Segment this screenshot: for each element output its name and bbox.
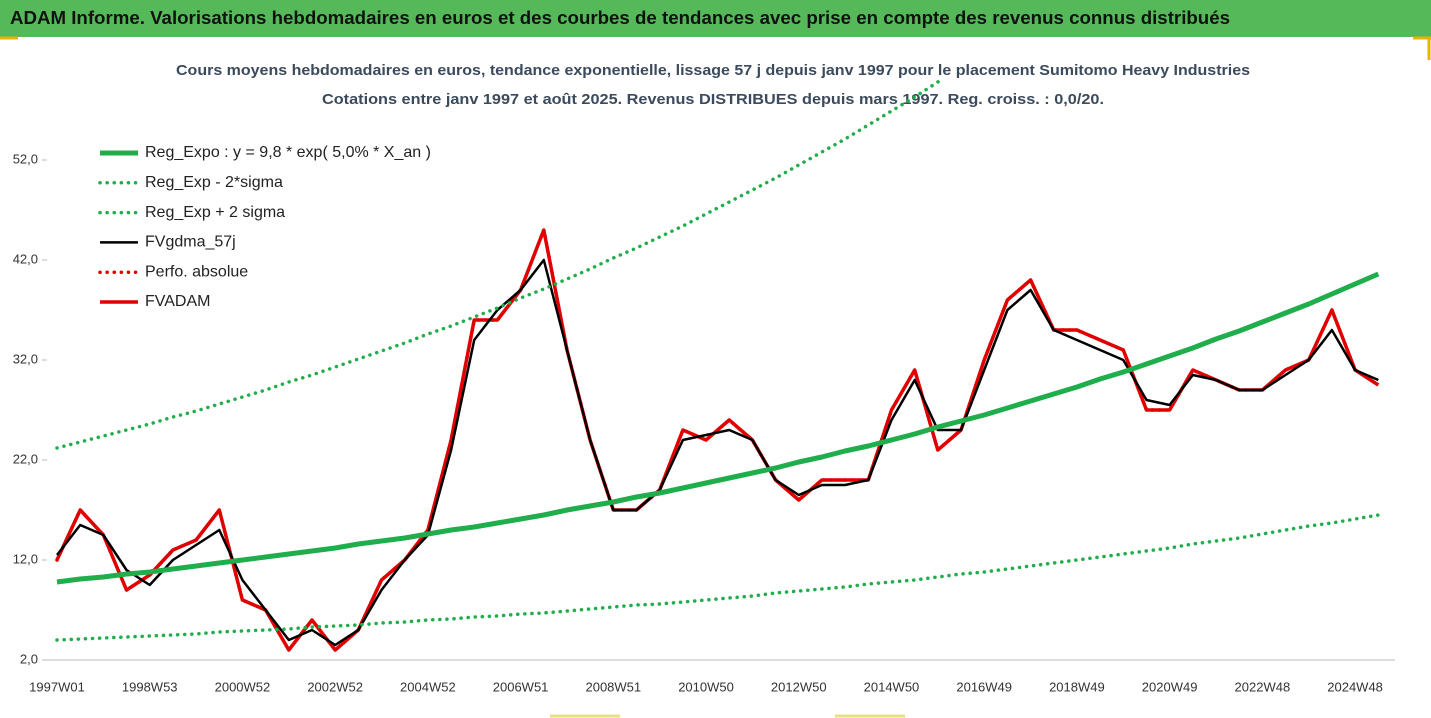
y-tick-label: 22,0 bbox=[13, 451, 38, 466]
plot-area bbox=[55, 80, 1381, 654]
x-tick-label: 2022W48 bbox=[1235, 679, 1291, 694]
x-tick-label: 1997W01 bbox=[29, 679, 85, 694]
series-line bbox=[56, 271, 1380, 585]
y-tick-label: 12,0 bbox=[13, 551, 38, 566]
legend-label: FVgdma_57j bbox=[145, 234, 236, 251]
series-line bbox=[55, 80, 945, 450]
chart-subtitle: Cotations entre janv 1997 et août 2025. … bbox=[322, 91, 1104, 108]
legend-label: FVADAM bbox=[145, 293, 210, 310]
y-tick-label: 42,0 bbox=[13, 251, 38, 266]
x-tick-label: 2014W50 bbox=[864, 679, 920, 694]
series-line bbox=[55, 513, 1381, 642]
x-tick-label: 2024W48 bbox=[1327, 679, 1383, 694]
y-tick-label: 32,0 bbox=[13, 351, 38, 366]
y-tick-label: 2,0 bbox=[20, 651, 38, 666]
x-tick-label: 2018W49 bbox=[1049, 679, 1105, 694]
legend-label: Perfo. absolue bbox=[145, 263, 248, 280]
x-tick-label: 2006W51 bbox=[493, 679, 549, 694]
x-tick-label: 2020W49 bbox=[1142, 679, 1198, 694]
y-tick-label: 52,0 bbox=[13, 151, 38, 166]
header-title: ADAM Informe. Valorisations hebdomadaire… bbox=[10, 8, 1230, 28]
legend-label: Reg_Exp - 2*sigma bbox=[145, 174, 283, 191]
header-bar bbox=[0, 0, 1431, 37]
x-tick-label: 2012W50 bbox=[771, 679, 827, 694]
x-tick-label: 2008W51 bbox=[585, 679, 641, 694]
series-line bbox=[56, 258, 1379, 647]
x-tick-label: 2002W52 bbox=[307, 679, 363, 694]
legend-label: Reg_Exp + 2 sigma bbox=[145, 204, 285, 221]
legend-label: Reg_Expo : y = 9,8 * exp( 5,0% * X_an ) bbox=[145, 144, 431, 161]
x-tick-label: 2010W50 bbox=[678, 679, 734, 694]
x-tick-label: 2004W52 bbox=[400, 679, 456, 694]
x-tick-label: 2000W52 bbox=[215, 679, 271, 694]
x-tick-label: 1998W53 bbox=[122, 679, 178, 694]
x-tick-label: 2016W49 bbox=[956, 679, 1012, 694]
chart-title: Cours moyens hebdomadaires en euros, ten… bbox=[176, 62, 1250, 79]
series-line bbox=[55, 223, 1381, 654]
